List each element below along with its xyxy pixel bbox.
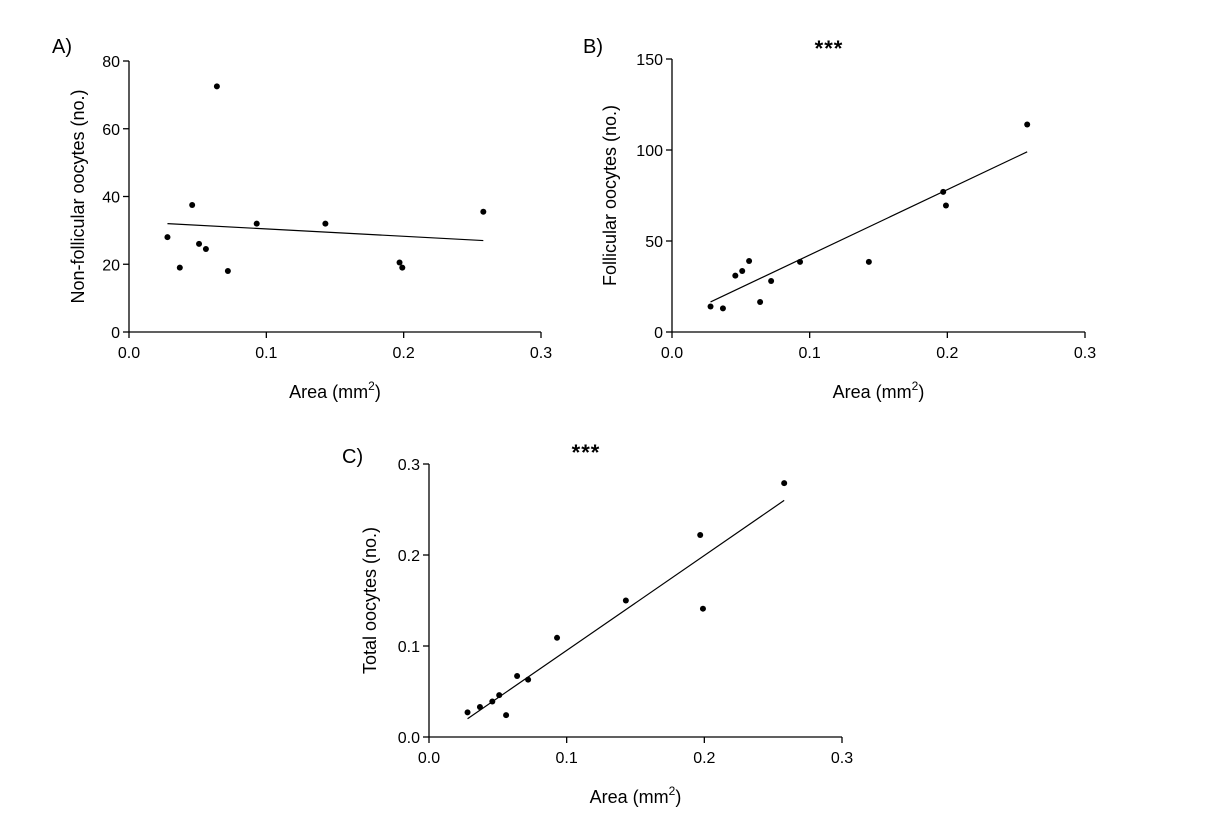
panel-b: 0 50 100 150 0.0 0.1 0.2 0.3 B) *** Follicular ooc… — [583, 36, 1096, 402]
panel-a-panel-label: A) — [52, 36, 72, 58]
panel-a-data-point — [480, 208, 487, 215]
panel-b-y-tick-label: 50 — [645, 234, 663, 251]
panel-a-data-point — [164, 234, 171, 241]
panel-c-y-axis-label: Total oocytes (no.) — [360, 527, 380, 674]
panel-c-data-point — [464, 709, 471, 716]
panel-a-data-point — [224, 268, 231, 275]
panel-a-data-point — [396, 259, 403, 266]
panel-c-trendline — [467, 499, 785, 720]
panel-b-data-point — [707, 303, 714, 310]
panel-a-x-tick-label: 0.0 — [118, 345, 140, 362]
panel-b-data-point — [719, 305, 726, 312]
panel-b-data-point — [940, 188, 947, 195]
panel-c-data-point — [496, 692, 503, 699]
panel-c-x-tick-label: 0.1 — [556, 750, 578, 767]
panel-a-x-axis-label: Area (mm2) — [289, 379, 381, 402]
panel-b-data-point — [746, 258, 753, 265]
panel-a-data-point — [196, 240, 203, 247]
panel-a-x-tick-label: 0.2 — [393, 345, 415, 362]
panel-a: 0 20 40 60 80 0.0 0.1 0.2 0.3 A) Non-follicular oo… — [52, 36, 552, 402]
panel-c: 0.0 0.1 0.2 0.3 0.0 0.1 0.2 0.3 C) *** Total oocyt… — [342, 440, 853, 807]
panel-a-data-point — [253, 220, 260, 227]
panel-b-x-tick-label: 0.1 — [799, 345, 821, 362]
panel-a-y-tick-label: 20 — [102, 257, 120, 274]
panel-c-data-point — [622, 597, 629, 604]
panel-a-x-tick-label: 0.3 — [530, 345, 552, 362]
panel-b-y-tick-label: 100 — [636, 143, 663, 160]
panel-c-data-point — [476, 703, 483, 710]
panel-c-data-point — [554, 634, 561, 641]
panel-a-x-tick-label: 0.1 — [255, 345, 277, 362]
panel-b-data-point — [768, 278, 775, 285]
panel-c-data-point — [525, 676, 532, 683]
panel-c-y-tick-label: 0.3 — [398, 457, 420, 474]
panel-c-data-point — [781, 480, 788, 487]
panel-b-significance-label: *** — [815, 36, 844, 61]
panel-c-data-point — [514, 673, 521, 680]
panel-b-data-point — [865, 258, 872, 265]
panel-c-data-point — [697, 531, 704, 538]
panel-b-y-tick-label: 0 — [654, 325, 663, 342]
panel-b-x-tick-label: 0.2 — [936, 345, 958, 362]
panel-a-data-point — [176, 264, 183, 271]
panel-b-x-tick-label: 0.0 — [661, 345, 683, 362]
panel-c-panel-label: C) — [342, 446, 363, 468]
panel-b-data-point — [797, 258, 804, 265]
panel-a-y-tick-label: 0 — [111, 325, 120, 342]
panel-c-y-tick-label: 0.0 — [398, 730, 420, 747]
panel-c-y-tick-label: 0.2 — [398, 548, 420, 565]
panel-a-data-point — [322, 220, 329, 227]
panel-a-data-point — [189, 201, 196, 208]
panel-c-data-point — [503, 712, 510, 719]
panel-b-trendline — [710, 151, 1028, 303]
panel-b-data-point — [732, 272, 739, 279]
panel-c-x-tick-label: 0.0 — [418, 750, 440, 767]
panel-b-y-axis-label: Follicular oocytes (no.) — [600, 105, 620, 286]
panel-b-panel-label: B) — [583, 36, 603, 58]
panel-c-data-point — [699, 605, 706, 612]
panel-b-y-tick-label: 150 — [636, 52, 663, 69]
panel-a-data-point — [399, 264, 406, 271]
panel-c-x-tick-label: 0.3 — [831, 750, 853, 767]
panel-a-y-tick-label: 40 — [102, 190, 120, 207]
panel-b-x-axis-label: Area (mm2) — [833, 379, 925, 402]
panel-a-y-axis-label: Non-follicular oocytes (no.) — [68, 89, 88, 303]
panel-b-data-point — [942, 202, 949, 209]
panel-c-x-axis-label: Area (mm2) — [590, 784, 682, 807]
panel-a-y-tick-label: 60 — [102, 122, 120, 139]
panel-a-y-tick-label: 80 — [102, 54, 120, 71]
panel-c-significance-label: *** — [572, 440, 601, 465]
panel-b-x-tick-label: 0.3 — [1074, 345, 1096, 362]
panel-b-data-point — [739, 268, 746, 275]
panel-c-y-tick-label: 0.1 — [398, 639, 420, 656]
panel-a-data-point — [213, 83, 220, 90]
panel-c-data-point — [489, 698, 496, 705]
panel-b-data-point — [757, 298, 764, 305]
panel-a-trendline — [167, 223, 484, 242]
panel-c-x-tick-label: 0.2 — [693, 750, 715, 767]
panel-a-data-point — [202, 246, 209, 253]
panel-b-data-point — [1024, 121, 1031, 128]
